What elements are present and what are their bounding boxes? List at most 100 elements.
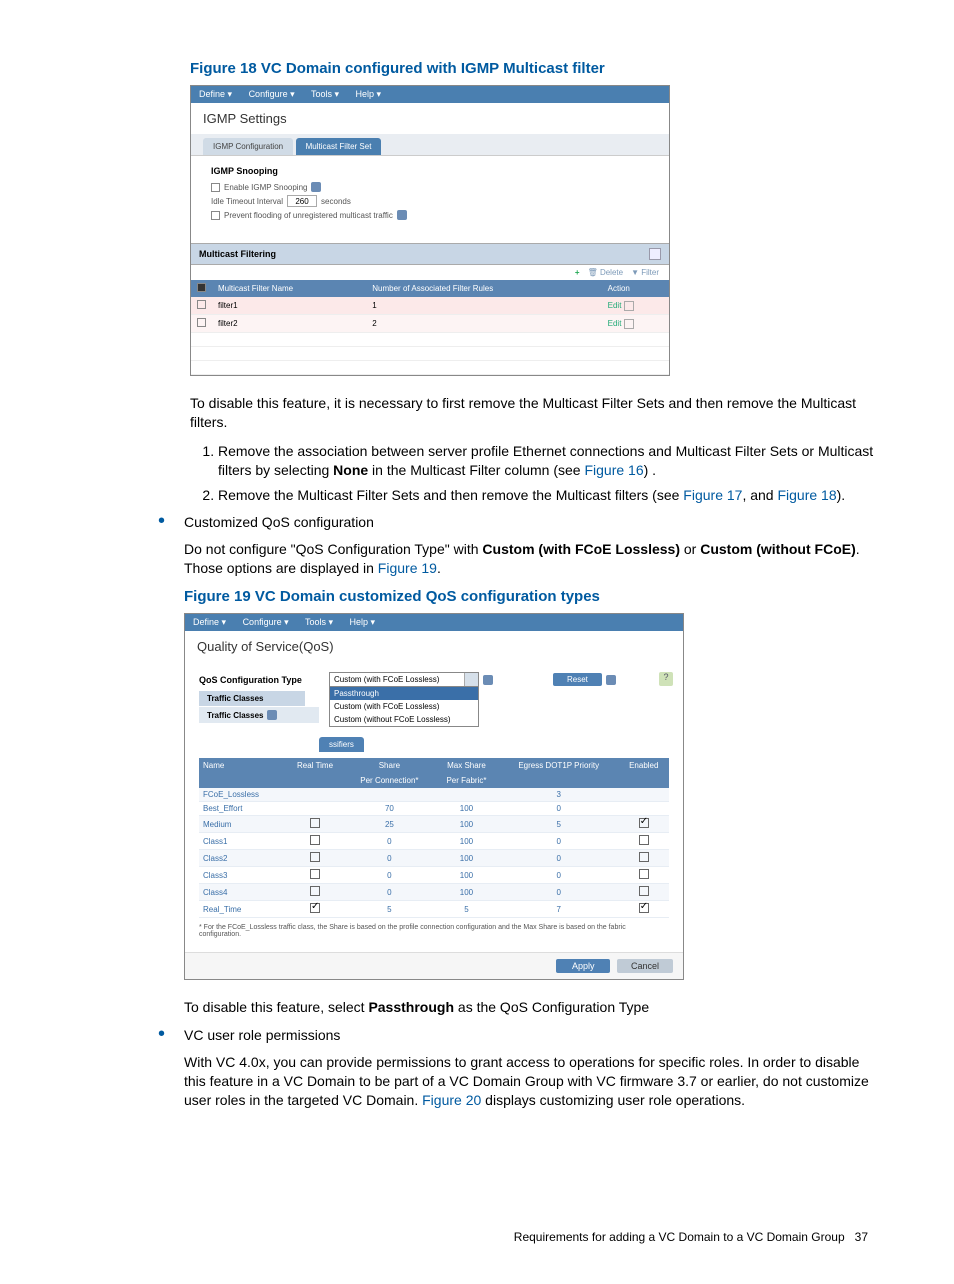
igmp-snooping-header: IGMP Snooping [211, 166, 649, 176]
cell-num: 2 [366, 315, 601, 333]
checkbox[interactable] [639, 903, 649, 913]
tab-multicast-filter-set[interactable]: Multicast Filter Set [296, 138, 382, 155]
tab-igmp-config[interactable]: IGMP Configuration [203, 138, 293, 155]
xref-figure19[interactable]: Figure 19 [378, 560, 437, 576]
info-icon[interactable] [483, 675, 493, 685]
cell-share: 5 [345, 901, 434, 918]
bullet-qos: Customized QoS configuration Do not conf… [162, 514, 874, 1017]
idle-timeout-unit: seconds [321, 197, 351, 206]
cell-name: filter1 [212, 297, 366, 315]
cell-maxshare: 100 [434, 884, 499, 901]
checkbox[interactable] [310, 818, 320, 828]
xref-figure18[interactable]: Figure 18 [777, 487, 836, 503]
info-icon[interactable] [397, 210, 407, 220]
delete-link[interactable]: 🗑 Delete [588, 268, 624, 277]
col-realtime: Real Time [285, 758, 344, 773]
dd-option[interactable]: Passthrough [330, 687, 478, 700]
qos-type-label: QoS Configuration Type [199, 675, 329, 685]
sub-perconn: Per Connection* [345, 773, 434, 788]
checkbox[interactable] [310, 903, 320, 913]
info-icon[interactable] [311, 182, 321, 192]
perm-head: VC user role permissions [184, 1027, 874, 1043]
cell-egress: 5 [499, 816, 619, 833]
cell-realtime [285, 802, 344, 816]
col-enabled: Enabled [619, 758, 669, 773]
row-checkbox[interactable] [197, 318, 206, 327]
checkbox[interactable] [310, 869, 320, 879]
checkbox[interactable] [310, 835, 320, 845]
cell-enabled [619, 884, 669, 901]
menu-tools[interactable]: Tools ▾ [311, 89, 339, 99]
cell-egress: 3 [499, 788, 619, 802]
menu-help[interactable]: Help ▾ [356, 89, 382, 99]
dd-option[interactable]: Custom (with FCoE Lossless) [330, 700, 478, 713]
edit-dropdown-icon[interactable] [624, 301, 634, 311]
menu-define[interactable]: Define ▾ [193, 617, 226, 627]
checkbox[interactable] [639, 835, 649, 845]
cell-enabled [619, 802, 669, 816]
select-all-checkbox[interactable] [197, 283, 206, 292]
reset-button[interactable]: Reset [553, 673, 602, 686]
checkbox[interactable] [639, 852, 649, 862]
xref-figure17[interactable]: Figure 17 [683, 487, 742, 503]
cell-maxshare: 100 [434, 850, 499, 867]
cell-egress: 0 [499, 802, 619, 816]
cell-name: Class2 [199, 850, 285, 867]
col-name: Multicast Filter Name [212, 280, 366, 297]
cell-realtime [285, 867, 344, 884]
xref-figure16[interactable]: Figure 16 [584, 462, 643, 478]
table-row: filter2 2 Edit [191, 315, 669, 333]
help-icon[interactable]: ? [659, 672, 673, 686]
dd-option[interactable]: Custom (without FCoE Lossless) [330, 713, 478, 726]
igmp-panel-title: IGMP Settings [191, 103, 669, 134]
cell-name: filter2 [212, 315, 366, 333]
qos-footnote: * For the FCoE_Lossless traffic class, t… [199, 924, 669, 938]
menu-configure[interactable]: Configure ▾ [243, 617, 289, 627]
cell-enabled [619, 901, 669, 918]
qos-type-dropdown[interactable]: Custom (with FCoE Lossless) [329, 672, 479, 687]
edit-dropdown-icon[interactable] [624, 319, 634, 329]
checkbox[interactable] [639, 869, 649, 879]
multicast-filter-table: Multicast Filter Name Number of Associat… [191, 280, 669, 375]
checkbox[interactable] [310, 886, 320, 896]
cell-maxshare: 100 [434, 833, 499, 850]
cell-egress: 0 [499, 833, 619, 850]
col-name: Name [199, 758, 285, 773]
enable-snooping-checkbox[interactable] [211, 183, 220, 192]
idle-timeout-label: Idle Timeout Interval [211, 197, 283, 206]
xref-figure20[interactable]: Figure 20 [422, 1092, 481, 1108]
figure18-title: Figure 18 VC Domain configured with IGMP… [190, 60, 874, 77]
filter-link[interactable]: ▼ Filter [631, 268, 659, 277]
cell-name: Best_Effort [199, 802, 285, 816]
edit-link[interactable]: Edit [608, 319, 622, 328]
collapse-icon[interactable] [649, 248, 661, 260]
multicast-filtering-header: Multicast Filtering [199, 249, 276, 259]
edit-link[interactable]: Edit [608, 301, 622, 310]
cell-enabled [619, 788, 669, 802]
chevron-down-icon[interactable] [464, 673, 478, 686]
cell-share: 25 [345, 816, 434, 833]
idle-timeout-input[interactable] [287, 195, 317, 207]
checkbox[interactable] [639, 886, 649, 896]
cell-share [345, 788, 434, 802]
menu-tools[interactable]: Tools ▾ [305, 617, 333, 627]
page-number: 37 [855, 1230, 868, 1244]
checkbox[interactable] [639, 818, 649, 828]
tab-ssifiers[interactable]: ssifiers [319, 737, 364, 752]
cell-egress: 0 [499, 867, 619, 884]
row-checkbox[interactable] [197, 300, 206, 309]
add-filter-icon[interactable]: + [575, 268, 580, 277]
prevent-flooding-checkbox[interactable] [211, 211, 220, 220]
cancel-button[interactable]: Cancel [617, 959, 673, 973]
checkbox[interactable] [310, 852, 320, 862]
apply-button[interactable]: Apply [556, 959, 611, 973]
menu-define[interactable]: Define ▾ [199, 89, 232, 99]
menu-help[interactable]: Help ▾ [350, 617, 376, 627]
cell-egress: 0 [499, 850, 619, 867]
qos-head: Customized QoS configuration [184, 514, 874, 530]
info-icon[interactable] [267, 710, 277, 720]
menu-configure[interactable]: Configure ▾ [249, 89, 295, 99]
col-share: Share [345, 758, 434, 773]
cell-share: 0 [345, 884, 434, 901]
info-icon[interactable] [606, 675, 616, 685]
